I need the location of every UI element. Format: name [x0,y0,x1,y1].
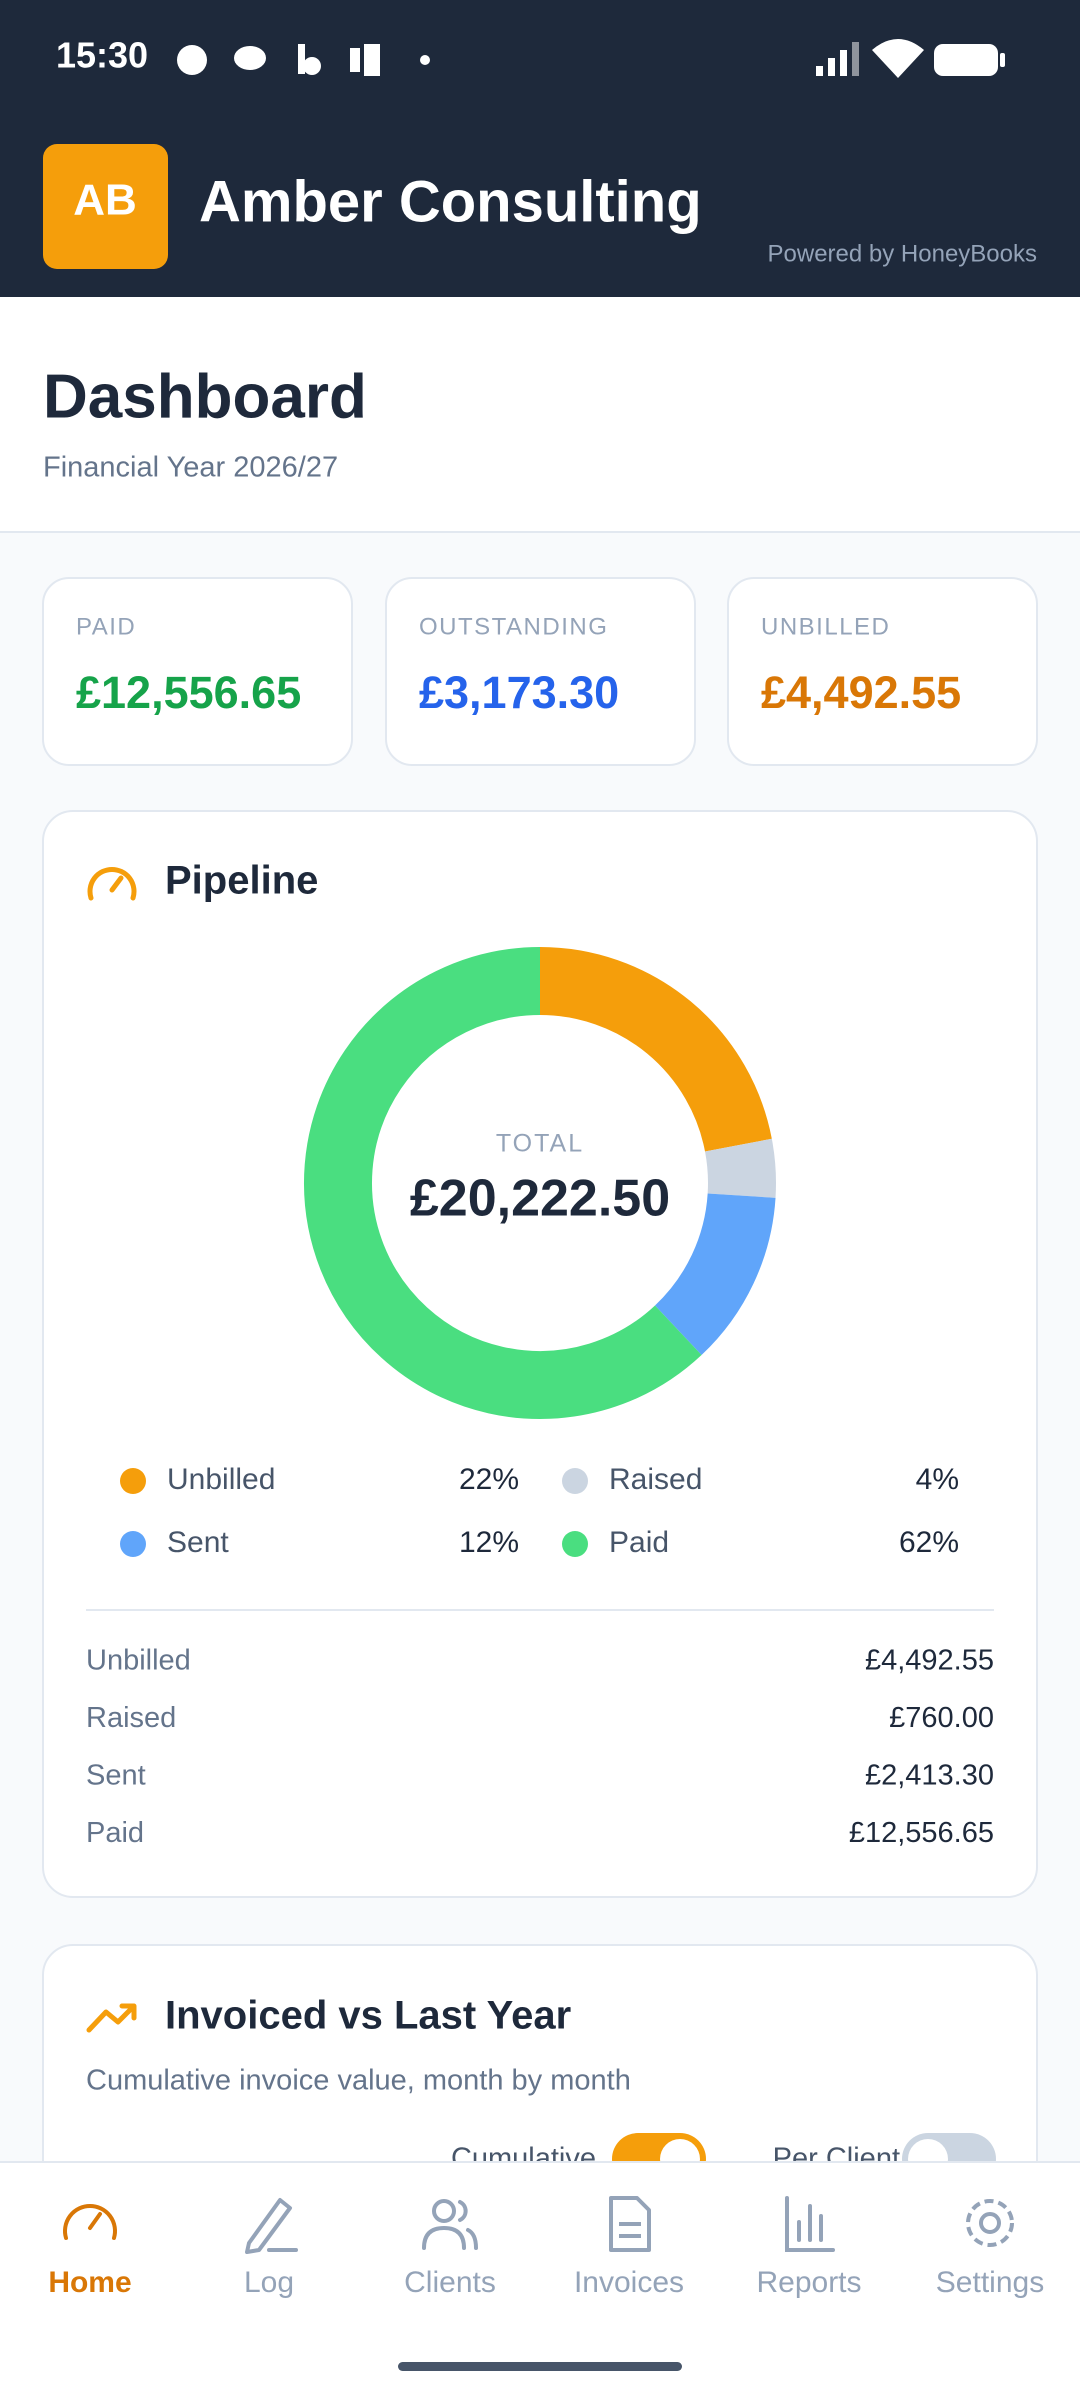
invoiced-title: Invoiced vs Last Year [165,1994,571,2038]
legend-label: Sent [167,1526,229,1559]
nav-items: Home Log Clients Invoices Reports Settings [48,2196,1044,2299]
status-icons [177,39,1005,78]
amount-label: Unbilled [86,1645,191,1677]
total-value: £20,222.50 [410,1170,670,1228]
amount-label: Sent [86,1760,146,1792]
legend: Unbilled 22% Raised 4% Sent 12% Paid 62% [120,1463,959,1559]
summary-card [42,577,353,766]
amount-label: Paid [86,1817,144,1849]
title-section [0,297,1080,532]
nav-label[interactable]: Log [244,2266,294,2299]
page-title: Dashboard [43,362,367,431]
pipeline-icon [87,866,137,901]
nav-label[interactable]: Home [48,2266,131,2299]
invoiced-subtitle: Cumulative invoice value, month by month [86,2065,631,2097]
home-indicator [398,2362,682,2371]
amount-value: £760.00 [889,1702,994,1734]
trend-icon [86,2003,137,2033]
summary-card [385,577,696,766]
legend-percent: 22% [459,1463,519,1496]
legend-percent: 4% [916,1463,959,1496]
summary-label: OUTSTANDING [419,613,608,640]
nav-label[interactable]: Reports [756,2266,861,2299]
logo [43,144,168,269]
donut [304,947,776,1419]
donut-segment [654,1192,776,1356]
nav-label[interactable]: Clients [404,2266,496,2299]
amount-value: £4,492.55 [865,1645,994,1677]
home-icon[interactable] [63,2204,117,2240]
legend-label: Raised [609,1463,702,1496]
powered-by: Powered by HoneyBooks [768,240,1037,267]
donut-segment [704,1138,776,1198]
summary-card [727,577,1038,766]
total-label: TOTAL [496,1130,584,1158]
invoices-icon[interactable] [609,2196,651,2252]
donut-segment [304,947,702,1419]
logo-initials: AB [73,176,137,225]
clients-icon[interactable] [422,2199,478,2250]
bottom-nav [0,2162,1080,2400]
nav-label[interactable]: Invoices [574,2266,684,2299]
summary-value: £12,556.65 [76,667,301,718]
business-name: Amber Consulting [199,169,702,234]
donut-segment [539,947,772,1153]
summary-value: £4,492.55 [761,667,961,718]
amount-label: Raised [86,1702,176,1734]
legend-label: Unbilled [167,1463,275,1496]
summary-label: UNBILLED [761,613,890,640]
pipeline-title: Pipeline [165,859,318,903]
reports-icon[interactable] [785,2196,835,2252]
summary-value: £3,173.30 [419,667,619,718]
amount-value: £2,413.30 [865,1760,994,1792]
amount-value: £12,556.65 [849,1817,994,1849]
legend-dot [562,1468,588,1494]
status-time: 15:30 [56,35,148,76]
legend-label: Paid [609,1526,669,1559]
legend-dot [120,1531,146,1557]
nav-label[interactable]: Settings [936,2266,1044,2299]
legend-percent: 62% [899,1526,959,1559]
log-icon[interactable] [245,2198,298,2254]
legend-dot [120,1468,146,1494]
amount-table: Unbilled £4,492.55 Raised £760.00 Sent £2,413… [86,1645,994,1850]
summary-cards: PAID £12,556.65 OUTSTANDING £3,173.30 UNBILL… [42,577,1038,766]
legend-dot [562,1531,588,1557]
legend-percent: 12% [459,1526,519,1559]
summary-label: PAID [76,613,136,640]
page-subtitle: Financial Year 2026/27 [43,452,338,484]
settings-icon[interactable] [966,2199,1014,2247]
